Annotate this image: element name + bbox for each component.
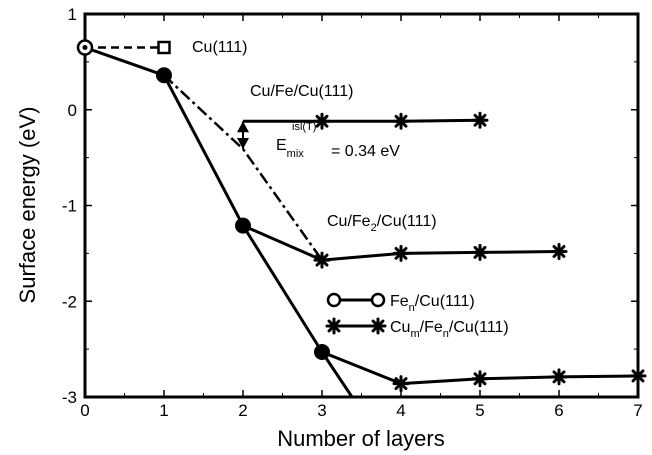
x-tick-label: 0: [80, 401, 89, 420]
emix-superscript: isl(T): [292, 121, 316, 133]
cum-fen-cu-asterisk-marker: [471, 243, 489, 261]
x-tick-label: 7: [633, 401, 642, 420]
asterisk-stroke: [327, 319, 341, 333]
legend-marker-fen-right: [370, 292, 386, 308]
bare-cu111-open-circle-dot: [82, 45, 88, 51]
legend: Fen/Cu(111) Cum/Fen/Cu(111): [325, 292, 509, 340]
annotation-cu-fe-cu: Cu/Fe/Cu(111): [250, 83, 353, 100]
legend-fen-part1: Fe: [390, 293, 409, 310]
x-tick-label: 1: [159, 401, 168, 420]
cu111-square-marker: [157, 40, 171, 55]
asterisk-stroke: [473, 245, 487, 259]
x-tick-label: 4: [396, 401, 405, 420]
axis-tick-labels: 0 1 2 3 4 5 6 7 1 0 -1 -2 -3: [62, 5, 643, 420]
x-tick-label: 3: [317, 401, 326, 420]
cum-fen-cu-asterisk-marker: [629, 367, 647, 385]
cum-fen-cu-asterisk-marker: [471, 111, 489, 129]
legend-fen-part2: /Cu(111): [415, 293, 475, 310]
asterisk-stroke: [315, 253, 329, 267]
cum-fen-cu-asterisk-marker: [392, 244, 410, 262]
y-tick-label: -2: [62, 292, 77, 311]
x-tick-label: 5: [475, 401, 484, 420]
asterisk-stroke: [473, 372, 487, 386]
legend-cum-part2: /Fe: [420, 319, 443, 336]
fen-cu-filled-marker: [235, 217, 251, 234]
legend-label-fen: Fen/Cu(111): [390, 293, 475, 314]
x-tick-label: 2: [238, 401, 247, 420]
axis-ticks: [84, 13, 639, 398]
emix-annotation: Emix isl(T) = 0.34 eV: [276, 121, 400, 160]
emix-letter: E: [276, 137, 287, 154]
annotation-cu111: Cu(111): [192, 39, 247, 56]
fen-cu-filled-marker: [314, 343, 330, 360]
asterisk-stroke: [631, 369, 645, 383]
y-tick-label: 1: [68, 5, 77, 24]
legend-marker-cum-right: [369, 317, 387, 335]
cum-fen-cu-asterisk-marker: [550, 242, 568, 260]
cum-fen-cu-line: [243, 118, 481, 123]
asterisk-stroke: [552, 370, 566, 384]
y-axis-title: Surface energy (eV): [15, 107, 40, 304]
annotation-cu-fe2-part2: /Cu(111): [377, 213, 437, 230]
asterisk-stroke: [394, 114, 408, 128]
emix-value: = 0.34 eV: [331, 143, 400, 160]
emix-symbol: Emix: [276, 137, 304, 160]
asterisk-stroke: [473, 113, 487, 127]
x-tick-label: 6: [554, 401, 563, 420]
emix-arrow-head-up: [237, 121, 249, 133]
legend-marker-fen-left: [326, 292, 342, 308]
y-tick-label: -3: [62, 388, 77, 407]
cum-fen-cu-asterisk-marker: [313, 112, 331, 130]
asterisk-stroke: [394, 377, 408, 391]
legend-cum-part1: Cu: [390, 319, 410, 336]
cum-fen-cu-asterisk-marker: [550, 368, 568, 386]
legend-cum-sub-m: m: [410, 328, 419, 340]
annotation-cu-fe2-sub: 2: [371, 222, 377, 234]
cum-fen-cu-asterisk-marker: [471, 370, 489, 388]
series-markers: [76, 39, 647, 393]
fen-cu-filled-marker: [156, 67, 172, 84]
cum-fen-cu-asterisk-marker: [313, 251, 331, 269]
annotation-cu-fe2-part1: Cu/Fe: [327, 213, 371, 230]
y-tick-label: -1: [62, 197, 77, 216]
legend-asterisk: [369, 317, 387, 335]
emix-arrow-head-down: [237, 138, 249, 150]
asterisk-stroke: [315, 114, 329, 128]
cum-fen-cu-asterisk-marker: [392, 112, 410, 130]
legend-asterisk: [325, 317, 343, 335]
legend-marker-cum-left: [325, 317, 343, 335]
legend-cum-part3: /Cu(111): [449, 319, 509, 336]
legend-cum-sub-n: n: [443, 328, 449, 340]
legend-entry-cum-fen-cu: Cum/Fen/Cu(111): [325, 317, 509, 340]
asterisk-stroke: [394, 246, 408, 260]
legend-entry-fen-cu: Fen/Cu(111): [326, 292, 475, 314]
y-tick-label: 0: [68, 101, 77, 120]
emix-subscript: mix: [287, 148, 305, 160]
emix-arrows: [237, 121, 249, 150]
legend-fen-sub: n: [409, 302, 415, 314]
cum-fen-cu-asterisk-marker: [392, 375, 410, 393]
legend-label-cum: Cum/Fen/Cu(111): [390, 319, 509, 340]
asterisk-stroke: [371, 319, 385, 333]
asterisk-stroke: [552, 245, 566, 258]
annotation-cu-fe2-cu: Cu/Fe2/Cu(111): [327, 213, 437, 234]
x-axis-title: Number of layers: [277, 426, 445, 451]
